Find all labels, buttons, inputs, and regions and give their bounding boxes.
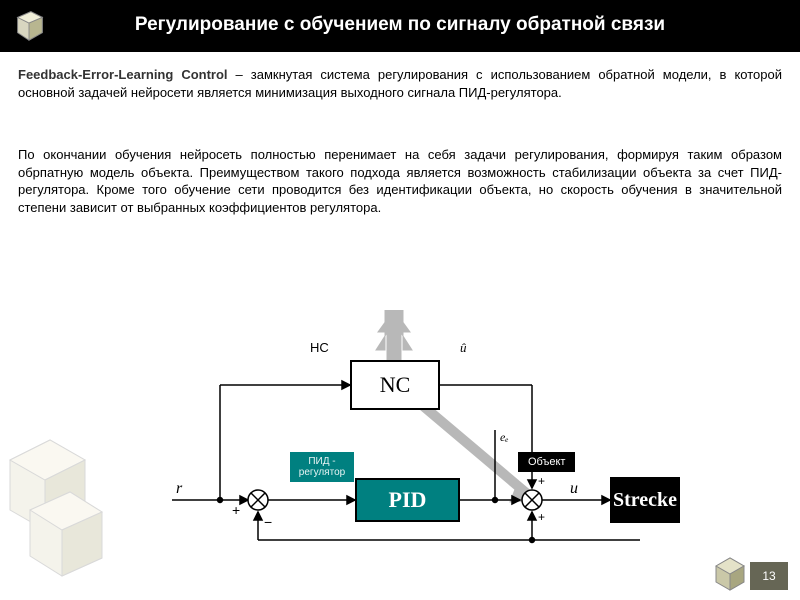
nc-block-label: NC xyxy=(380,372,411,398)
page-number: 13 xyxy=(750,562,788,590)
pid-block: PID xyxy=(355,478,460,522)
label-minus: − xyxy=(264,514,272,530)
label-plus1: + xyxy=(232,502,240,518)
label-u: u xyxy=(570,480,578,498)
page-number-text: 13 xyxy=(762,569,775,583)
paragraph-2: По окончании обучения нейросеть полность… xyxy=(18,146,782,216)
paragraph-1: Feedback-Error-Learning Control – замкну… xyxy=(18,66,782,101)
control-diagram: NC PID Strecke ПИД - регулятор Объект НС… xyxy=(160,310,660,560)
object-tag-ru: Объект xyxy=(518,452,575,472)
label-plus2: + xyxy=(538,474,545,488)
label-hc: НС xyxy=(310,340,329,355)
nc-block: NC xyxy=(350,360,440,410)
strecke-block-label: Strecke xyxy=(613,489,677,512)
label-ec: eₑ xyxy=(500,430,508,445)
pid-block-label: PID xyxy=(389,487,427,513)
pid-tag-ru: ПИД - регулятор xyxy=(290,452,354,482)
strecke-block: Strecke xyxy=(610,477,680,523)
decor-cubes-icon xyxy=(0,400,140,590)
slide-title: Регулирование с обучением по сигналу обр… xyxy=(0,14,800,36)
label-r: r xyxy=(176,480,182,498)
label-uhat: û xyxy=(460,340,467,356)
lead-term: Feedback-Error-Learning Control xyxy=(18,67,228,82)
decor-cube-small-icon xyxy=(710,552,750,592)
label-plus3: + xyxy=(538,510,545,524)
